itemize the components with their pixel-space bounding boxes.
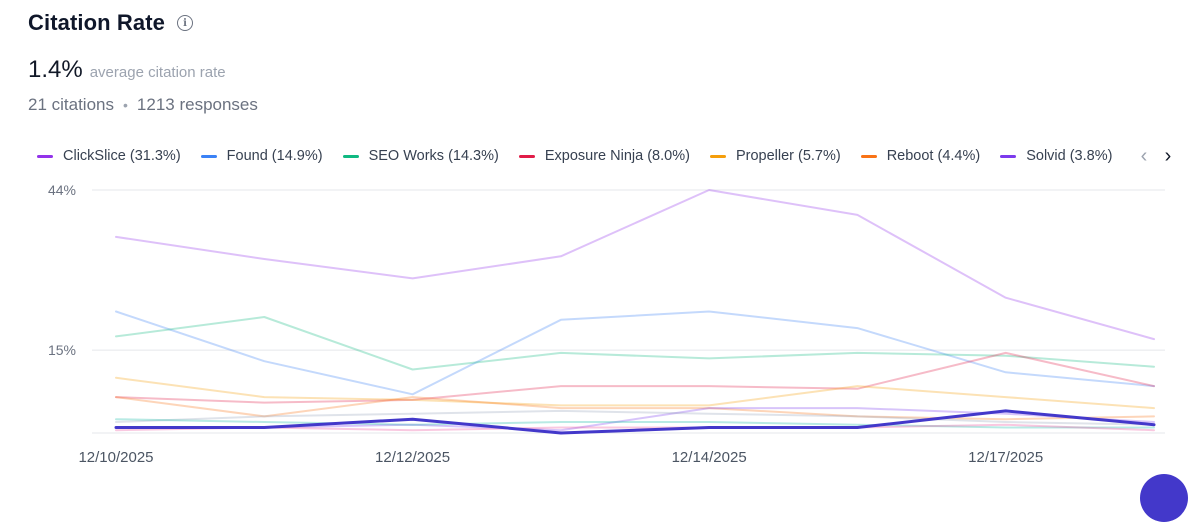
legend-label: SEO Works (14.3%) [368, 148, 499, 164]
separator-dot: • [123, 97, 128, 113]
legend-label: Propeller (5.7%) [735, 148, 841, 164]
series-line [115, 310, 1155, 396]
series-line [115, 396, 1155, 421]
series-line [115, 376, 1155, 410]
title-row: Citation Rate i [28, 10, 193, 36]
x-tick-label: 12/14/2025 [672, 449, 747, 466]
citations-count: 21 citations [28, 95, 114, 114]
legend-label: ClickSlice (31.3%) [63, 148, 181, 164]
y-tick-label: 44% [48, 182, 76, 198]
average-citation-rate-value: 1.4% [28, 56, 83, 83]
legend-swatch [860, 154, 877, 158]
responses-count: 1213 responses [136, 95, 258, 114]
chevron-right-icon[interactable]: › [1164, 144, 1172, 167]
x-tick-label: 12/10/2025 [78, 449, 153, 466]
series-line [114, 409, 1156, 435]
legend-swatch [37, 154, 53, 158]
legend-swatch [1000, 154, 1017, 158]
series-line [115, 409, 1155, 426]
series-line [115, 418, 1155, 429]
legend-swatch [709, 154, 726, 158]
legend-item[interactable]: Exposure Ninja (8.0%) [518, 148, 690, 164]
legend-label: Exposure Ninja (8.0%) [544, 148, 690, 164]
legend-item[interactable]: Solvid (3.8%) [1000, 148, 1112, 164]
series-line [115, 189, 1155, 341]
legend-swatch [342, 154, 359, 158]
legend-item[interactable]: ClickSlice (31.3%) [37, 148, 181, 164]
page-title: Citation Rate [28, 10, 165, 35]
average-citation-rate-label: average citation rate [89, 64, 226, 81]
legend-item[interactable]: Propeller (5.7%) [709, 148, 841, 164]
x-tick-label: 12/12/2025 [375, 449, 450, 466]
citation-rate-chart: 44% 15% 12/10/2025 12/12/2025 12/14/2025 12/1… [48, 182, 1165, 466]
legend-item[interactable]: SEO Works (14.3%) [342, 148, 499, 164]
legend-label: Solvid (3.8%) [1026, 148, 1113, 164]
legend-item[interactable]: Reboot (4.4%) [860, 148, 981, 164]
legend-nav: ‹ › [1128, 144, 1180, 168]
y-tick-label: 15% [48, 342, 76, 358]
chevron-left-icon[interactable]: ‹ [1140, 144, 1148, 167]
stats-row: 21 citations • 1213 responses [28, 95, 258, 115]
series-line [115, 423, 1155, 432]
legend-label: Found (14.9%) [226, 148, 323, 164]
series-line [115, 351, 1155, 404]
legend-swatch [200, 154, 217, 158]
metric-row: 1.4% average citation rate [28, 56, 226, 84]
legend-item[interactable]: Found (14.9%) [200, 148, 323, 164]
series-line [115, 316, 1155, 371]
chart-legend: ClickSlice (31.3%) Found (14.9%) SEO Works… [37, 144, 1127, 168]
legend-swatch [518, 154, 535, 158]
legend-label: Reboot (4.4%) [886, 148, 981, 164]
x-tick-label: 12/17/2025 [968, 449, 1043, 466]
info-icon[interactable]: i [176, 15, 193, 31]
assistant-avatar-button[interactable] [1140, 474, 1188, 522]
